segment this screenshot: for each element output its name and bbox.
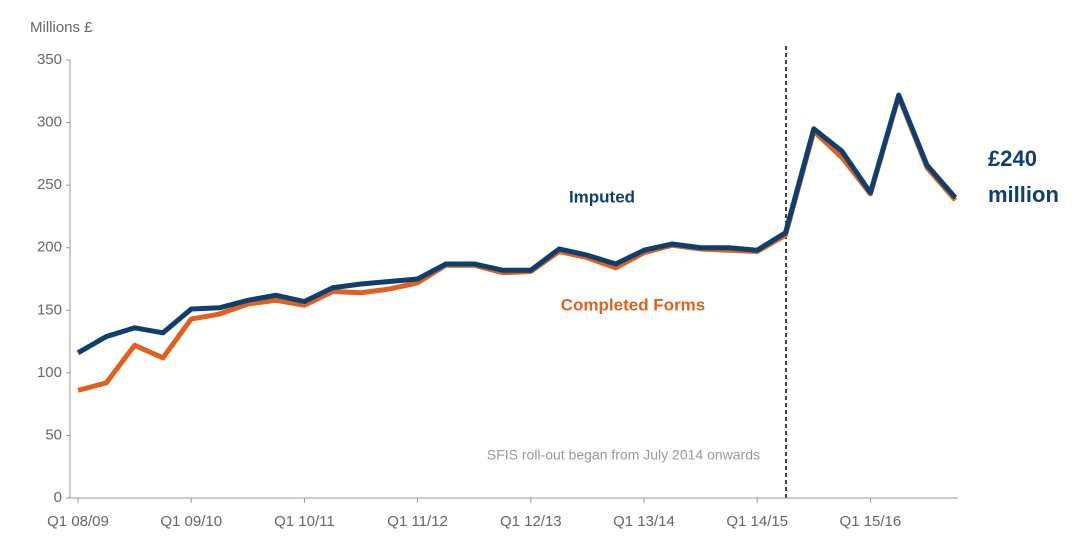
y-tick-label: 100 — [37, 364, 62, 381]
series-line — [76, 92, 958, 356]
y-tick-label: 50 — [45, 426, 62, 443]
x-tick-label: Q1 12/13 — [500, 513, 562, 530]
end-label-line: £240 — [988, 146, 1037, 171]
y-axis-label: Millions £ — [30, 19, 93, 36]
y-tick-label: 250 — [37, 176, 62, 193]
x-tick-label: Q1 08/09 — [47, 513, 109, 530]
x-tick-label: Q1 13/14 — [613, 513, 675, 530]
y-tick-label: 150 — [37, 301, 62, 318]
x-tick-label: Q1 10/11 — [274, 513, 335, 530]
y-tick-label: 200 — [37, 239, 62, 256]
annotation: SFIS roll-out began from July 2014 onwar… — [487, 447, 760, 463]
end-label: £240 million — [988, 146, 1059, 207]
x-tick-label: Q1 15/16 — [840, 513, 902, 530]
end-label-line: million — [988, 182, 1059, 207]
x-tick-label: Q1 14/15 — [726, 513, 788, 530]
series-line — [77, 93, 958, 393]
series-label: Imputed — [569, 187, 635, 206]
y-tick-label: 0 — [54, 489, 62, 506]
y-tick-label: 300 — [37, 114, 62, 131]
x-tick-label: Q1 11/12 — [387, 513, 448, 530]
y-tick-label: 350 — [37, 51, 62, 68]
x-tick-label: Q1 09/10 — [160, 513, 222, 530]
series-label: Completed Forms — [561, 295, 706, 314]
